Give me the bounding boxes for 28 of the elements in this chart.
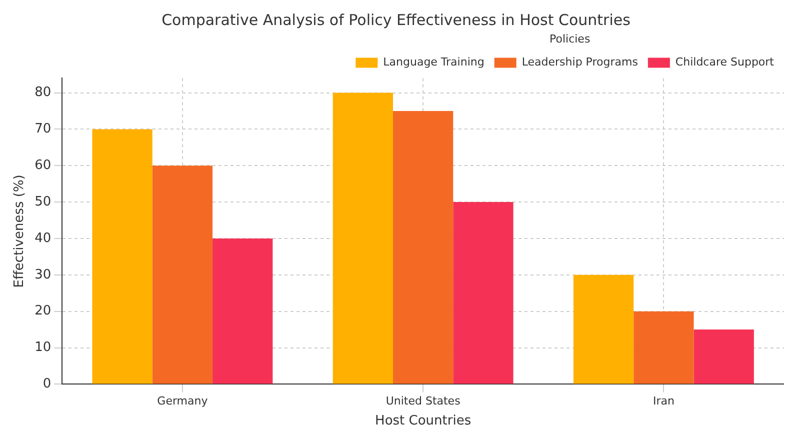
y-tick-label: 60 bbox=[34, 158, 52, 174]
x-tick-label: Germany bbox=[157, 394, 208, 408]
chart-title: Comparative Analysis of Policy Effectiveness in Host Countries bbox=[162, 10, 631, 29]
y-axis-title: Effectiveness (%) bbox=[12, 174, 28, 288]
bar bbox=[634, 311, 694, 384]
y-tick-label: 70 bbox=[34, 122, 52, 137]
bar bbox=[152, 166, 213, 384]
y-tick-label: 20 bbox=[34, 304, 52, 319]
y-tick-label: 80 bbox=[34, 85, 52, 100]
bar bbox=[92, 129, 152, 384]
y-tick-label: 30 bbox=[34, 267, 52, 282]
x-axis-title: Host Countries bbox=[375, 414, 472, 429]
legend-label: Language Training bbox=[383, 56, 484, 69]
y-tick-label: 40 bbox=[34, 230, 52, 246]
y-tick-label: 10 bbox=[34, 340, 52, 356]
bar bbox=[332, 92, 393, 384]
legend-label: Leadership Programs bbox=[522, 56, 638, 69]
bar bbox=[212, 238, 273, 384]
x-tick-label: Iran bbox=[652, 394, 674, 408]
legend-label: Childcare Support bbox=[675, 56, 775, 69]
x-tick-label: United States bbox=[386, 394, 461, 408]
bar bbox=[392, 110, 454, 384]
bar bbox=[694, 330, 754, 384]
y-tick-label: 0 bbox=[42, 376, 52, 392]
y-tick-label: 50 bbox=[34, 194, 52, 210]
legend-title: Policies bbox=[549, 32, 590, 46]
bar bbox=[453, 202, 514, 384]
bar bbox=[573, 274, 634, 384]
